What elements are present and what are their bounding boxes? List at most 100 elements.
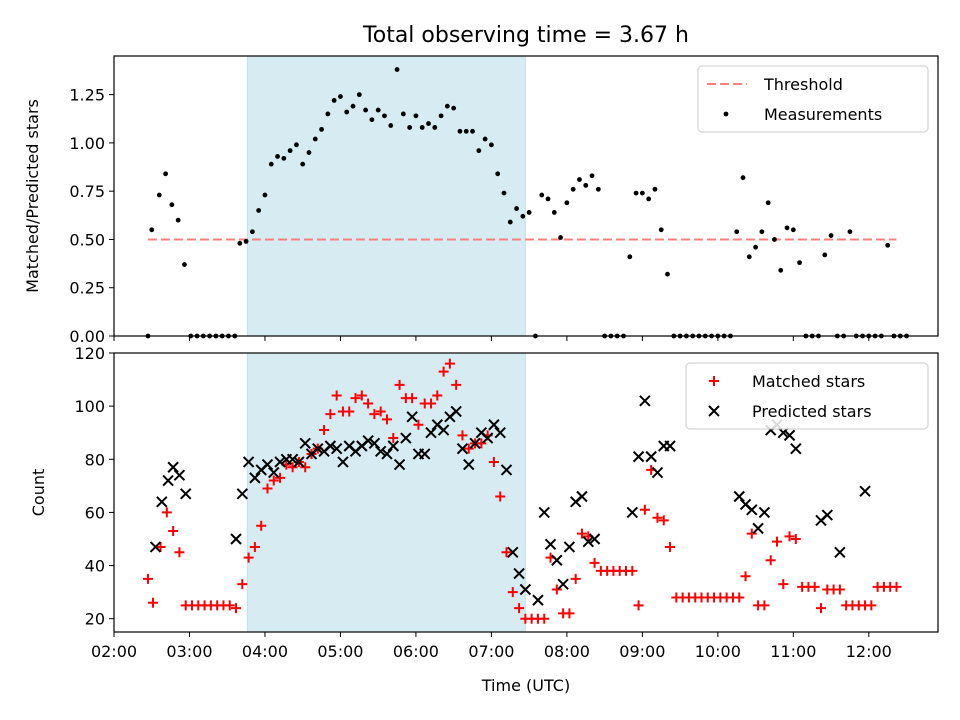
matched-star-marker bbox=[142, 573, 153, 584]
measurement-point bbox=[375, 107, 381, 113]
matched-star-marker bbox=[381, 414, 392, 425]
legend-label: Threshold bbox=[763, 75, 843, 94]
matched-star-marker bbox=[147, 597, 158, 608]
matched-star-marker bbox=[350, 393, 361, 404]
legend-predicted-swatch bbox=[708, 405, 720, 417]
measurement-point bbox=[551, 210, 557, 215]
y-tick-label: 0.25 bbox=[69, 279, 105, 298]
legend-label: Matched stars bbox=[752, 372, 865, 391]
y-tick-label: 20 bbox=[85, 610, 105, 629]
legend-label: Measurements bbox=[764, 105, 882, 124]
measurement-point bbox=[344, 109, 350, 115]
matched-star-marker bbox=[161, 507, 172, 518]
measurement-point bbox=[382, 113, 387, 119]
measurement-point bbox=[463, 128, 469, 134]
x-tick-label: 09:00 bbox=[619, 642, 665, 661]
measurement-point bbox=[312, 136, 318, 142]
matched-star-marker bbox=[451, 379, 462, 390]
ratio-panel: 0.00 0.25 0.50 0.75 1.00 1.25 Matched/Predicte… bbox=[23, 55, 939, 346]
measurement-point bbox=[156, 192, 162, 198]
predicted-star-marker bbox=[488, 419, 500, 431]
measurement-point bbox=[570, 186, 576, 192]
matched-star-marker bbox=[658, 515, 669, 526]
legend-measurement-swatch bbox=[723, 111, 729, 117]
measurement-point bbox=[658, 227, 664, 233]
y-tick-label: 0.00 bbox=[69, 327, 105, 346]
matched-star-marker bbox=[413, 419, 424, 430]
matched-star-marker bbox=[438, 366, 449, 377]
y-tick-label: 0.50 bbox=[69, 230, 105, 249]
matched-star-marker bbox=[784, 531, 795, 542]
x-tick-label: 07:00 bbox=[468, 642, 514, 661]
predicted-star-marker bbox=[507, 546, 519, 558]
measurement-point bbox=[444, 103, 450, 109]
measurement-point bbox=[545, 196, 551, 202]
matched-star-marker bbox=[507, 587, 518, 598]
matched-star-marker bbox=[501, 547, 512, 558]
predicted-star-marker bbox=[299, 437, 311, 450]
predicted-star-marker bbox=[783, 429, 796, 442]
matched-star-marker bbox=[488, 456, 499, 467]
axes-frame bbox=[113, 352, 939, 633]
y-tick-label: 1.25 bbox=[69, 86, 105, 105]
matched-star-marker bbox=[564, 608, 575, 619]
matched-star-marker bbox=[539, 613, 550, 624]
matched-star-marker bbox=[363, 398, 374, 409]
measurement-point bbox=[294, 142, 299, 148]
predicted-star-marker bbox=[456, 442, 469, 455]
predicted-star-marker bbox=[834, 546, 846, 558]
measurement-point bbox=[413, 113, 419, 119]
predicted-star-marker bbox=[368, 437, 381, 450]
measurement-point bbox=[526, 210, 532, 215]
measurement-point bbox=[350, 103, 356, 109]
y-tick-label: 100 bbox=[74, 397, 105, 416]
predicted-star-marker bbox=[563, 541, 576, 553]
measurement-point bbox=[639, 190, 645, 196]
measurement-point bbox=[356, 92, 362, 98]
predicted-star-marker bbox=[337, 456, 349, 468]
x-tick-label: 04:00 bbox=[242, 642, 288, 661]
measurement-point bbox=[268, 161, 274, 167]
measurement-point bbox=[564, 200, 570, 206]
measurement-point bbox=[514, 206, 519, 211]
matched-star-marker bbox=[407, 393, 418, 404]
measurement-point bbox=[558, 235, 563, 240]
matched-star-marker bbox=[237, 579, 248, 590]
x-tick-label: 05:00 bbox=[317, 642, 363, 661]
measurement-point bbox=[790, 227, 796, 233]
matched-star-marker bbox=[344, 406, 355, 417]
matched-star-marker bbox=[639, 504, 650, 515]
measurement-point bbox=[489, 142, 494, 148]
measurement-point bbox=[734, 229, 740, 235]
predicted-star-marker bbox=[582, 535, 594, 548]
matched-star-marker bbox=[627, 565, 638, 576]
matched-star-marker bbox=[652, 512, 663, 523]
predicted-star-marker bbox=[494, 427, 506, 439]
x-tick-label: 08:00 bbox=[544, 642, 590, 661]
measurement-point bbox=[797, 260, 803, 266]
y-tick-label: 40 bbox=[85, 557, 105, 576]
predicted-star-marker bbox=[576, 490, 588, 503]
measurement-point bbox=[451, 105, 457, 111]
measurement-point bbox=[847, 229, 853, 235]
measurement-point bbox=[325, 111, 331, 117]
predicted-star-marker bbox=[425, 427, 437, 439]
matched-star-marker bbox=[168, 526, 179, 537]
matched-star-marker bbox=[551, 584, 562, 595]
matched-star-marker bbox=[262, 483, 273, 494]
measurement-point bbox=[501, 190, 507, 196]
measurement-point bbox=[520, 213, 526, 219]
y-axis-label: Count bbox=[29, 469, 48, 517]
measurement-point bbox=[388, 123, 394, 128]
predicted-star-marker bbox=[821, 509, 834, 521]
y-tick-label: 60 bbox=[85, 503, 105, 522]
measurement-point bbox=[319, 126, 324, 132]
measurement-point bbox=[740, 175, 746, 181]
measurement-point bbox=[753, 244, 758, 250]
measurement-point bbox=[507, 219, 513, 225]
matched-star-marker bbox=[734, 592, 745, 603]
measurement-point bbox=[432, 125, 438, 130]
measurement-point bbox=[300, 161, 306, 167]
predicted-star-marker bbox=[544, 538, 557, 551]
